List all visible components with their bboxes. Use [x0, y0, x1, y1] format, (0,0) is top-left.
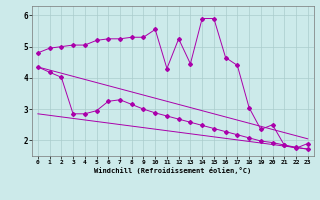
X-axis label: Windchill (Refroidissement éolien,°C): Windchill (Refroidissement éolien,°C) — [94, 167, 252, 174]
